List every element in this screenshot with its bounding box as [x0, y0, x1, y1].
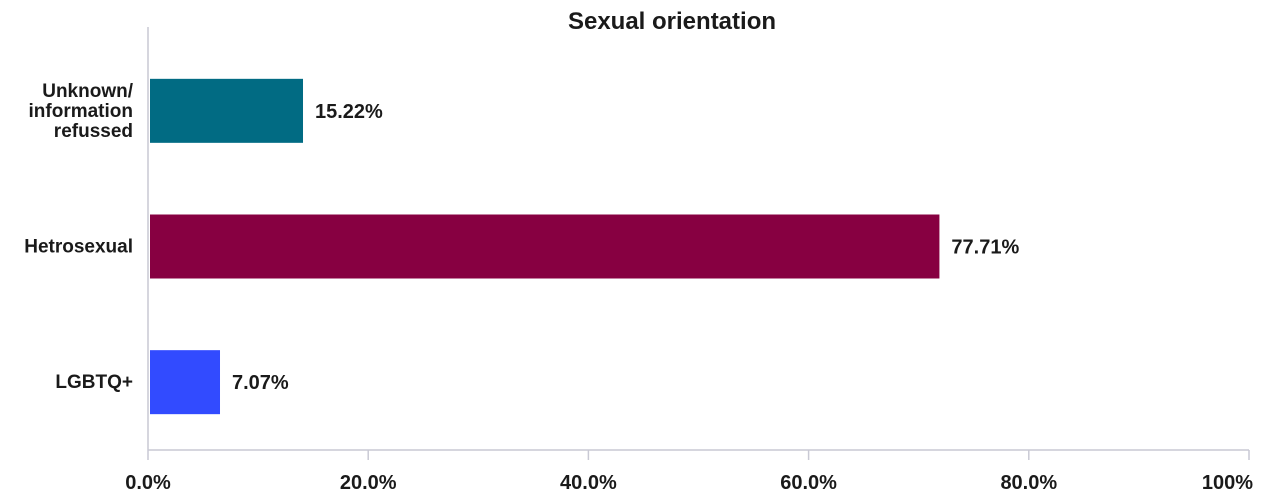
x-tick-label-5: 100%	[1202, 472, 1253, 494]
value-label-0: 15.22%	[315, 101, 383, 123]
bar-0	[150, 78, 304, 143]
chart-title: Sexual orientation	[568, 8, 776, 35]
value-label-1: 77.71%	[951, 237, 1019, 259]
bars-group: 15.22% 77.71% 7.07%	[150, 78, 1019, 415]
value-label-2: 7.07%	[232, 372, 289, 394]
axes-group: Unknown/information refussed Hetrosexual LG…	[24, 27, 1253, 494]
x-tick-label-4: 80.0%	[1000, 472, 1057, 494]
category-label-2: LGBTQ+	[55, 372, 133, 393]
category-label-1: Hetrosexual	[24, 237, 133, 258]
x-tick-label-1: 20.0%	[340, 472, 397, 494]
x-tick-label-0: 0.0%	[125, 472, 171, 494]
bar-1	[150, 214, 940, 279]
x-tick-label-3: 60.0%	[780, 472, 837, 494]
x-tick-label-2: 40.0%	[560, 472, 617, 494]
bar-2	[150, 350, 221, 415]
category-label-0: Unknown/information refussed	[29, 81, 134, 142]
